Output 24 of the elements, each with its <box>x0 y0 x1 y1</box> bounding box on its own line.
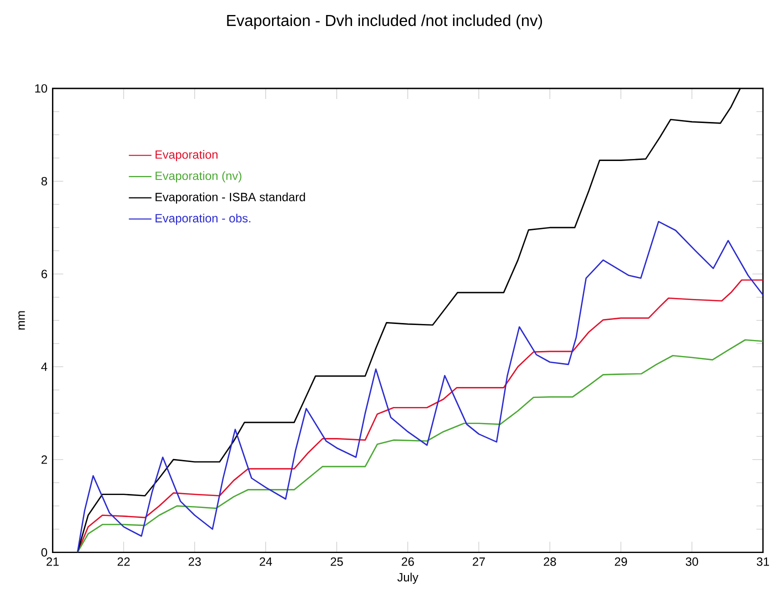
x-tick-label: 23 <box>188 557 201 566</box>
x-tick-label: 22 <box>118 557 130 566</box>
x-tick-label: 29 <box>614 557 627 566</box>
x-tick-label: 25 <box>330 557 343 566</box>
x-tick-label: 28 <box>544 557 556 566</box>
x-tick-label: 30 <box>686 557 698 566</box>
x-tick-label: 27 <box>472 557 485 566</box>
y-tick-label: 8 <box>41 176 48 186</box>
x-tick-label: 31 <box>756 557 770 566</box>
y-tick-label: 0 <box>41 548 48 557</box>
legend-label: Evaporation - obs. <box>156 214 250 225</box>
x-tick-label: 24 <box>260 557 272 566</box>
y-axis-title: mm <box>18 311 25 330</box>
legend-label: Evaporation - ISBA standard <box>156 192 305 204</box>
y-tick-label: 6 <box>42 270 48 278</box>
legend-label: Evaporation <box>156 150 218 162</box>
y-tick-label: 4 <box>41 362 48 371</box>
y-tick-label: 2 <box>42 455 47 464</box>
legend-label: Evaporation (nv) <box>156 171 242 182</box>
chart-title: Evaportaion - Dvh included /not included (nv) <box>227 14 542 30</box>
x-tick-label: 26 <box>402 557 414 566</box>
x-tick-label: 21 <box>46 557 59 566</box>
y-tick-label: 10 <box>35 84 48 93</box>
x-axis-title: July <box>397 572 418 584</box>
